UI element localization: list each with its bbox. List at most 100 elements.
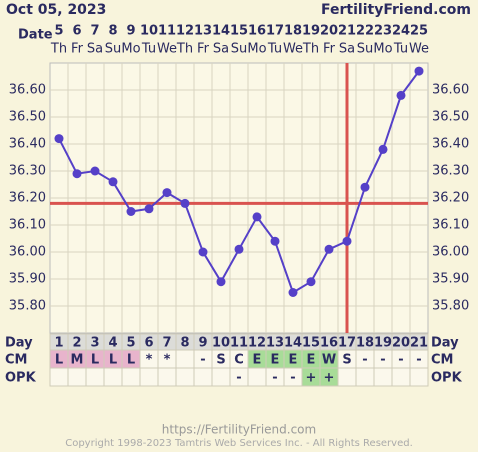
opk-cell-text: + (306, 371, 317, 386)
cm-cell-text: L (55, 353, 63, 368)
categories-cell-text: 7 (162, 336, 171, 351)
table-cell (121, 367, 141, 387)
cm-cell-text: - (200, 353, 205, 368)
row-label-right: OPK (431, 371, 463, 386)
weekday-label: Fr (71, 42, 84, 57)
table-cell (337, 367, 357, 387)
y-tick-label: 35.80 (9, 299, 46, 314)
categories-cell-text: 3 (90, 336, 99, 351)
weekday-label: Su (231, 42, 248, 57)
table-cell (373, 367, 393, 387)
temp-point (108, 177, 118, 187)
table-cell (85, 367, 105, 387)
date-label: 6 (72, 24, 81, 39)
y-tick-label-right: 36.50 (432, 110, 469, 125)
date-label: 10 (140, 24, 158, 39)
categories-cell-text: 21 (410, 336, 428, 351)
row-label: CM (5, 353, 27, 368)
row-label-right: CM (431, 353, 453, 368)
table-cell (409, 367, 429, 387)
temp-point (72, 169, 82, 179)
table-cell (157, 367, 177, 387)
temp-point (360, 182, 370, 192)
categories-cell-text: 17 (338, 336, 356, 351)
chart-date: Oct 05, 2023 (6, 2, 106, 18)
temp-point (54, 134, 64, 144)
y-tick-label: 35.90 (9, 272, 46, 287)
categories-cell-text: 11 (230, 336, 248, 351)
date-label: 7 (90, 24, 99, 39)
table-cell (139, 367, 159, 387)
categories-cell-text: 20 (392, 336, 410, 351)
temp-point (126, 207, 136, 216)
opk-cell-text: - (272, 371, 277, 386)
date-label: 14 (212, 24, 230, 39)
weekday-label: Mo (247, 42, 266, 57)
footer-url: https://FertilityFriend.com (162, 423, 316, 437)
temp-point (162, 188, 172, 198)
weekday-label: Tu (141, 42, 156, 57)
table-cell (247, 367, 267, 387)
temp-point (324, 244, 334, 254)
temp-point (378, 144, 388, 154)
cm-cell-text: E (271, 353, 280, 368)
weekday-label: Sa (339, 42, 355, 57)
date-label: 12 (176, 24, 194, 39)
temp-point (288, 288, 298, 297)
table-cell (103, 367, 123, 387)
date-label: 9 (126, 24, 135, 39)
cm-cell-text: L (91, 353, 99, 368)
cm-cell-text: * (164, 353, 171, 368)
date-label: 23 (374, 24, 392, 39)
weekday-label: Su (357, 42, 374, 57)
y-tick-label-right: 36.40 (432, 137, 469, 152)
categories-cell-text: 16 (320, 336, 338, 351)
date-label: 24 (392, 24, 410, 39)
date-label: 11 (158, 24, 176, 39)
opk-cell-text: - (236, 371, 241, 386)
table-cell (391, 367, 411, 387)
categories-cell-text: 5 (126, 336, 135, 351)
temp-point (144, 204, 154, 214)
cm-cell-text: E (307, 353, 316, 368)
date-label: 21 (338, 24, 356, 39)
categories-cell-text: 15 (302, 336, 320, 351)
weekday-label: Fr (197, 42, 210, 57)
table-cell (355, 367, 375, 387)
categories-cell-text: 1 (54, 336, 63, 351)
table-cell (193, 367, 213, 387)
opk-cell-text: + (324, 371, 335, 386)
y-tick-label-right: 36.60 (432, 83, 469, 98)
y-tick-label-right: 36.20 (432, 191, 469, 206)
weekday-label: Th (302, 42, 319, 57)
date-label: 19 (302, 24, 320, 39)
weekday-label: Su (105, 42, 122, 57)
weekday-label: We (283, 42, 303, 57)
cm-cell-text: - (380, 353, 385, 368)
cm-cell-text: - (362, 353, 367, 368)
weekday-label: We (157, 42, 177, 57)
date-label: 18 (284, 24, 302, 39)
cm-cell-text: * (146, 353, 153, 368)
y-tick-label: 36.00 (9, 245, 46, 260)
temp-point (414, 66, 424, 76)
date-label: 13 (194, 24, 212, 39)
weekday-label: Sa (213, 42, 229, 57)
row-label-right: Day (431, 336, 459, 351)
temp-point (180, 198, 190, 208)
y-tick-label: 36.40 (9, 137, 46, 152)
temp-point (270, 236, 280, 246)
y-tick-label: 36.60 (9, 83, 46, 98)
site-name: FertilityFriend.com (321, 2, 471, 18)
table-cell (211, 367, 231, 387)
table-cell (175, 367, 195, 387)
cm-cell-text: S (342, 353, 351, 368)
footer-copyright: Copyright 1998-2023 Tamtris Web Services… (65, 438, 413, 449)
temp-point (198, 247, 208, 257)
weekday-label: Sa (87, 42, 103, 57)
table-cell (49, 367, 69, 387)
y-tick-label: 36.30 (9, 164, 46, 179)
y-tick-label: 36.10 (9, 218, 46, 233)
